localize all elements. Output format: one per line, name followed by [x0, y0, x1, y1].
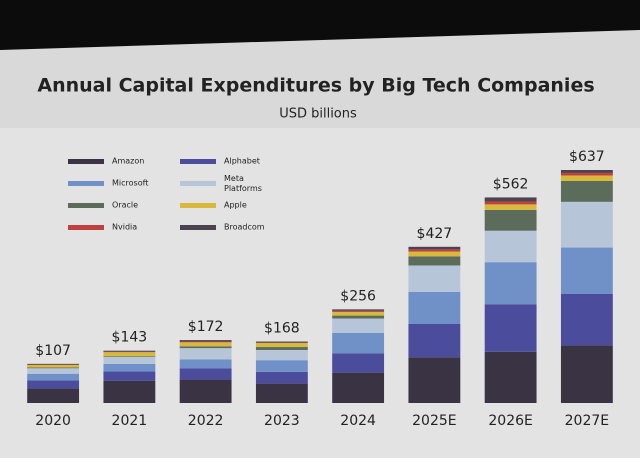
- bar-segment: [560, 172, 613, 176]
- bar-segment: [103, 352, 156, 357]
- bar-segment: [27, 373, 80, 381]
- total-label: $637: [569, 149, 605, 165]
- legend-swatch: [180, 159, 216, 164]
- legend-swatch: [180, 225, 216, 230]
- bar-segment: [408, 291, 461, 324]
- legend-label: Amazon: [112, 157, 144, 166]
- x-tick-label: 2024: [340, 413, 376, 429]
- bar-segment: [255, 360, 308, 372]
- bar-segment: [408, 265, 461, 292]
- bar-segment: [408, 246, 461, 250]
- total-label: $562: [493, 176, 529, 192]
- bar-segment: [408, 256, 461, 266]
- bar-segment: [103, 371, 156, 381]
- chart-subtitle: USD billions: [279, 107, 357, 122]
- bar-segment: [332, 318, 385, 333]
- bar-segment: [179, 342, 232, 347]
- bar-segment: [408, 323, 461, 358]
- legend-label: Broadcom: [224, 223, 265, 232]
- bar-segment: [332, 311, 385, 316]
- bar-segment: [332, 309, 385, 311]
- bar-segment: [560, 345, 613, 403]
- bar-segment: [332, 332, 385, 354]
- bar-segment: [560, 293, 613, 346]
- total-label: $143: [112, 330, 148, 346]
- legend-swatch: [68, 181, 104, 186]
- legend-label: Apple: [224, 201, 247, 210]
- bar-segment: [179, 340, 232, 342]
- total-label: $172: [188, 319, 224, 335]
- total-label: $168: [264, 321, 300, 337]
- bar-segment: [255, 341, 308, 343]
- bar-segment: [484, 304, 537, 352]
- bar-segment: [27, 364, 80, 368]
- bar-segment: [332, 310, 385, 312]
- bar-segment: [408, 357, 461, 403]
- bar-segment: [484, 209, 537, 231]
- bar-segment: [484, 262, 537, 305]
- total-label: $256: [340, 288, 376, 304]
- bar-segment: [408, 249, 461, 252]
- bar-segment: [27, 367, 80, 369]
- total-label: $107: [35, 343, 71, 359]
- bar-segment: [103, 380, 156, 403]
- total-label: $427: [417, 226, 453, 242]
- bar-segment: [179, 368, 232, 380]
- bar-segment: [332, 372, 385, 403]
- bar-segment: [560, 175, 613, 181]
- legend-label: Oracle: [112, 201, 138, 210]
- legend-swatch: [180, 203, 216, 208]
- legend-swatch: [68, 159, 104, 164]
- bar-segment: [484, 201, 537, 205]
- legend-swatch: [68, 203, 104, 208]
- bar-segment: [179, 348, 232, 360]
- bar-segment: [332, 353, 385, 373]
- bar-segment: [179, 346, 232, 349]
- x-tick-label: 2025E: [412, 413, 456, 429]
- legend-swatch: [180, 181, 216, 186]
- plot-panel: [0, 128, 640, 458]
- bar-segment: [560, 247, 613, 294]
- bar-segment: [255, 349, 308, 361]
- x-tick-label: 2023: [264, 413, 300, 429]
- legend: Amazon Alphabet Microsoft Meta Platforms Orac…: [68, 157, 265, 232]
- bar-segment: [255, 343, 308, 348]
- x-tick-label: 2022: [188, 413, 224, 429]
- bar-segment: [255, 347, 308, 350]
- bar-segment: [103, 356, 156, 364]
- legend-swatch: [68, 225, 104, 230]
- bar-segment: [27, 388, 80, 403]
- bar-segment: [560, 180, 613, 202]
- legend-label: Meta Platforms: [224, 174, 262, 193]
- bar-segment: [560, 170, 613, 173]
- x-tick-label: 2026E: [488, 413, 532, 429]
- x-tick-label: 2020: [35, 413, 71, 429]
- x-tick-label: 2027E: [565, 413, 609, 429]
- bar-segment: [27, 368, 80, 374]
- bar-segment: [408, 251, 461, 257]
- bar-segment: [179, 341, 232, 343]
- bar-segment: [103, 356, 156, 357]
- bar-segment: [103, 363, 156, 372]
- bar-segment: [484, 197, 537, 202]
- bar-segment: [484, 230, 537, 263]
- bar-segment: [255, 383, 308, 403]
- bar-segment: [560, 201, 613, 248]
- bar-segment: [179, 359, 232, 369]
- bar-segment: [255, 371, 308, 384]
- bar-segment: [484, 351, 537, 403]
- bar-segment: [103, 350, 156, 352]
- bar-segment: [332, 315, 385, 319]
- bar-segment: [484, 204, 537, 210]
- bar-segment: [27, 363, 80, 365]
- bar-segment: [179, 379, 232, 403]
- legend-label: Nvidia: [112, 223, 137, 232]
- x-tick-label: 2021: [112, 413, 148, 429]
- legend-label: Microsoft: [112, 179, 148, 188]
- bar-segment: [27, 380, 80, 389]
- chart-title: Annual Capital Expenditures by Big Tech …: [37, 75, 594, 97]
- legend-label: Alphabet: [224, 157, 260, 166]
